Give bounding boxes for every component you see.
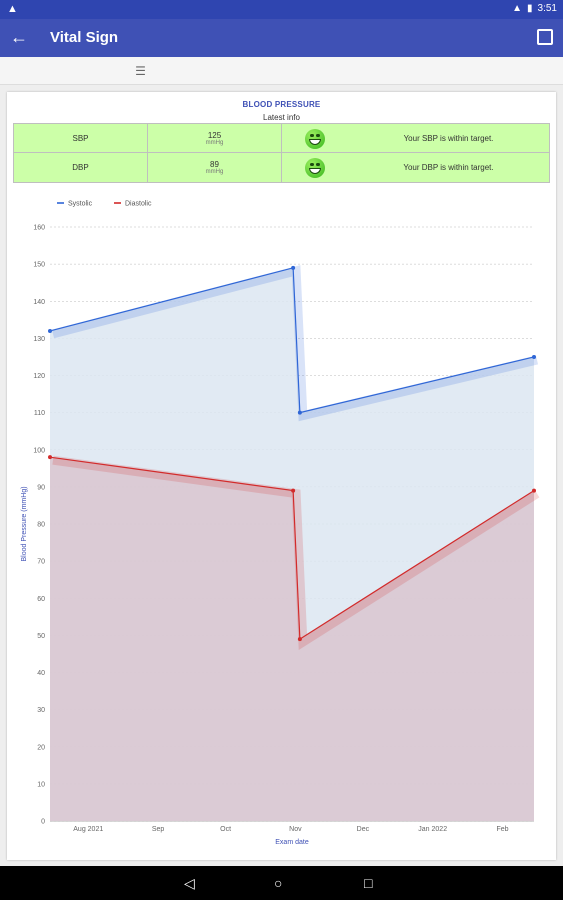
y-tick-label: 30 <box>37 707 45 714</box>
battery-icon: ▮ <box>527 3 533 14</box>
x-tick-label: Sep <box>152 826 165 833</box>
y-tick-label: 60 <box>37 596 45 603</box>
row-unit: mmHg <box>205 140 224 146</box>
navigation-bar: ◁ ○ □ <box>0 866 563 900</box>
row-label: DBP <box>72 163 89 172</box>
latest-info-table: SBP 125 mmHg Your SBP is within target. … <box>13 123 550 183</box>
y-tick-label: 90 <box>37 484 45 491</box>
y-tick-label: 160 <box>33 225 45 232</box>
diastolic-point <box>297 637 302 642</box>
y-tick-label: 50 <box>37 633 45 640</box>
table-row: SBP 125 mmHg Your SBP is within target. <box>14 124 549 153</box>
status-bar: ▲ ▲ ▮ 3:51 <box>0 0 563 19</box>
systolic-shadow-band <box>51 265 539 422</box>
system-icons: ▲ ▮ 3:51 <box>512 3 557 14</box>
systolic-point <box>48 328 52 333</box>
nav-home-icon[interactable]: ○ <box>274 875 283 891</box>
row-unit: mmHg <box>205 169 224 175</box>
blood-pressure-card: BLOOD PRESSURE Latest info SBP 125 mmHg … <box>7 92 556 860</box>
diastolic-point <box>48 455 52 460</box>
report-icon[interactable] <box>537 29 553 45</box>
table-row: DBP 89 mmHg Your DBP is within target. <box>14 153 549 182</box>
legend-label: Diastolic <box>125 201 152 208</box>
y-tick-label: 10 <box>37 781 45 788</box>
diastolic-shadow-band <box>52 455 540 651</box>
tab-bar: ☰ <box>0 57 563 825</box>
x-tick-label: Oct <box>220 826 231 833</box>
diastolic-line <box>49 456 535 641</box>
smiley-green-icon <box>305 128 325 149</box>
nav-recents-icon[interactable]: □ <box>364 875 373 891</box>
tab-list[interactable]: ☰ <box>0 57 281 85</box>
x-tick-label: Nov <box>289 826 302 833</box>
signal-icon: ▲ <box>512 3 523 14</box>
status-time: 3:51 <box>537 3 557 14</box>
x-tick-label: Aug 2021 <box>73 826 103 833</box>
systolic-point <box>291 265 296 270</box>
x-tick-label: Feb <box>496 826 508 833</box>
row-value: 89 <box>210 160 219 169</box>
diastolic-point <box>532 488 536 493</box>
back-arrow-icon[interactable]: ← <box>10 27 28 47</box>
card-title: BLOOD PRESSURE <box>242 100 321 109</box>
list-icon: ☰ <box>135 64 146 78</box>
diastolic-point <box>291 488 296 493</box>
x-tick-label: Dec <box>357 826 370 833</box>
page-title: Vital Sign <box>50 29 119 46</box>
y-tick-label: 70 <box>37 559 45 566</box>
y-tick-label: 150 <box>33 262 45 269</box>
x-tick-label: Jan 2022 <box>418 826 447 833</box>
app-bar: ← Vital Sign <box>0 19 563 57</box>
systolic-point <box>297 410 302 415</box>
card-subtitle: Latest info <box>263 113 300 122</box>
y-tick-label: 130 <box>33 336 45 343</box>
row-label: SBP <box>72 134 89 143</box>
y-tick-label: 0 <box>41 819 45 826</box>
smiley-green-icon <box>305 157 325 178</box>
y-tick-label: 20 <box>37 744 45 751</box>
blood-pressure-chart: 0 10 20 30 40 50 60 70 80 90 100 110 120 130 140 150 160… <box>21 201 540 846</box>
systolic-point <box>532 354 536 359</box>
legend-label: Systolic <box>68 201 93 208</box>
y-tick-label: 110 <box>34 410 45 417</box>
diastolic-area <box>50 457 534 821</box>
systolic-line <box>49 267 535 414</box>
y-tick-label: 80 <box>37 522 45 529</box>
y-tick-label: 40 <box>37 670 45 677</box>
y-axis-title: Blood Pressure (mmHg) <box>21 486 28 561</box>
warning-icon: ▲ <box>7 3 18 15</box>
row-value: 125 <box>207 131 222 140</box>
row-message: Your DBP is within target. <box>403 163 494 172</box>
nav-back-icon[interactable]: ◁ <box>184 875 195 891</box>
x-axis-title: Exam date <box>275 839 309 846</box>
y-tick-label: 140 <box>33 299 45 306</box>
row-message: Your SBP is within target. <box>403 134 494 143</box>
y-tick-label: 120 <box>33 373 45 380</box>
y-tick-label: 100 <box>33 447 45 454</box>
